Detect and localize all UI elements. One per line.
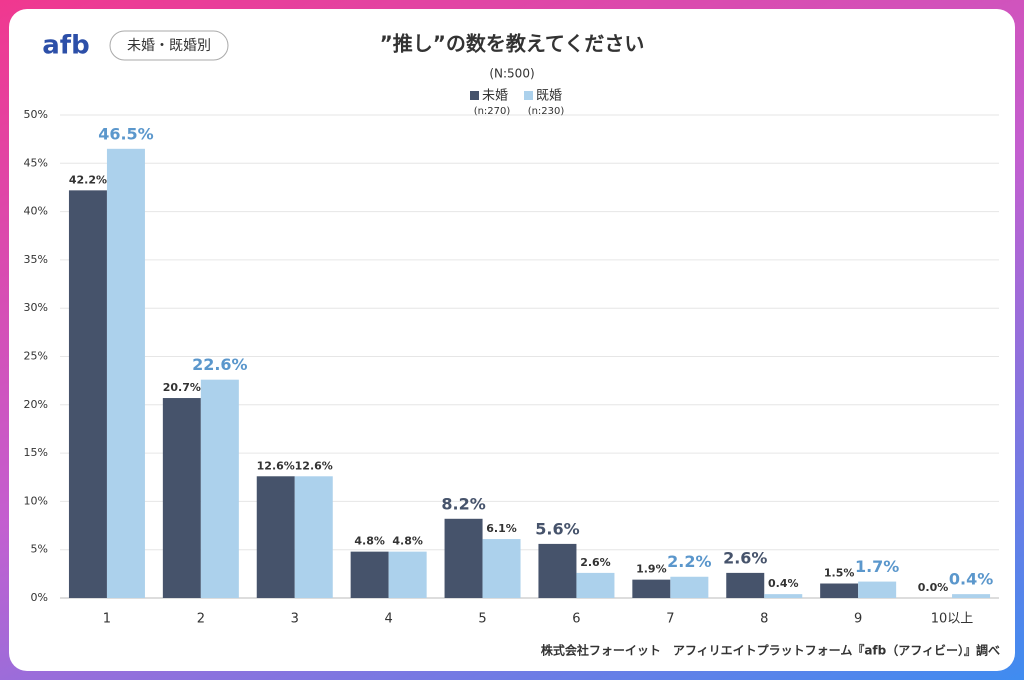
y-tick-label: 20% bbox=[24, 398, 48, 411]
y-tick-label: 0% bbox=[31, 591, 48, 604]
logo: afb bbox=[42, 31, 89, 61]
value-label: 0.4% bbox=[949, 570, 993, 589]
value-label: 1.7% bbox=[855, 557, 899, 576]
x-tick-label: 3 bbox=[291, 612, 299, 627]
x-tick-label: 2 bbox=[197, 612, 205, 627]
y-tick-label: 5% bbox=[31, 543, 48, 556]
value-label: 12.6% bbox=[295, 459, 333, 472]
y-tick-label: 45% bbox=[24, 156, 48, 169]
chart-subtitle: (N:500) bbox=[489, 67, 534, 81]
value-label: 2.2% bbox=[667, 552, 711, 571]
legend-swatch bbox=[470, 91, 479, 100]
bar bbox=[388, 551, 427, 598]
y-tick-label: 25% bbox=[24, 350, 48, 363]
y-tick-label: 35% bbox=[24, 253, 48, 266]
bar bbox=[632, 579, 671, 598]
legend-label: 既婚 bbox=[536, 89, 562, 104]
legend-label: 未婚 bbox=[482, 89, 508, 104]
bar bbox=[106, 148, 145, 598]
legend-swatch bbox=[524, 91, 533, 100]
value-label: 4.8% bbox=[354, 535, 385, 548]
y-tick-label: 10% bbox=[24, 494, 48, 507]
tag-box bbox=[109, 30, 229, 61]
bar bbox=[68, 190, 107, 598]
value-label: 22.6% bbox=[192, 355, 248, 374]
legend-n: (n:270) bbox=[474, 106, 511, 117]
value-label: 42.2% bbox=[69, 173, 107, 186]
x-tick-label: 6 bbox=[572, 612, 580, 627]
bar bbox=[294, 476, 333, 598]
bar bbox=[162, 398, 201, 598]
bar bbox=[538, 543, 577, 598]
value-label: 8.2% bbox=[441, 494, 485, 513]
x-tick-label: 9 bbox=[854, 612, 862, 627]
y-tick-label: 50% bbox=[24, 108, 48, 121]
y-tick-label: 15% bbox=[24, 446, 48, 459]
bar bbox=[764, 594, 803, 598]
bar bbox=[350, 551, 389, 598]
tag: 未婚・既婚別 bbox=[127, 38, 211, 54]
bar bbox=[726, 572, 765, 598]
bar bbox=[952, 594, 991, 598]
x-tick-label: 10以上 bbox=[931, 612, 974, 627]
value-label: 20.7% bbox=[163, 381, 201, 394]
bar bbox=[670, 576, 709, 598]
y-tick-label: 30% bbox=[24, 301, 48, 314]
x-tick-label: 1 bbox=[103, 612, 111, 627]
value-label: 46.5% bbox=[98, 124, 154, 143]
x-tick-label: 5 bbox=[478, 612, 486, 627]
value-label: 12.6% bbox=[257, 459, 295, 472]
bar bbox=[576, 572, 615, 598]
value-label: 5.6% bbox=[535, 519, 579, 538]
legend-n: (n:230) bbox=[528, 106, 565, 117]
value-label: 2.6% bbox=[723, 548, 767, 567]
bar bbox=[444, 518, 483, 598]
x-tick-label: 4 bbox=[385, 612, 393, 627]
value-label: 0.4% bbox=[768, 577, 799, 590]
chart-title: ”推し”の数を教えてください bbox=[380, 32, 645, 56]
bar bbox=[482, 539, 521, 598]
x-tick-label: 7 bbox=[666, 612, 674, 627]
value-label: 0.0% bbox=[918, 581, 949, 594]
bar bbox=[820, 583, 859, 598]
bar bbox=[200, 379, 239, 598]
value-label: 1.9% bbox=[636, 563, 667, 576]
x-tick-label: 8 bbox=[760, 612, 768, 627]
source: 株式会社フォーイット アフィリエイトプラットフォーム『afb（アフィビー）』調べ bbox=[541, 643, 1000, 658]
bar bbox=[256, 476, 295, 598]
y-tick-label: 40% bbox=[24, 205, 48, 218]
value-label: 6.1% bbox=[486, 522, 517, 535]
bar bbox=[858, 581, 897, 598]
value-label: 1.5% bbox=[824, 567, 855, 580]
value-label: 4.8% bbox=[392, 535, 423, 548]
value-label: 2.6% bbox=[580, 556, 611, 569]
